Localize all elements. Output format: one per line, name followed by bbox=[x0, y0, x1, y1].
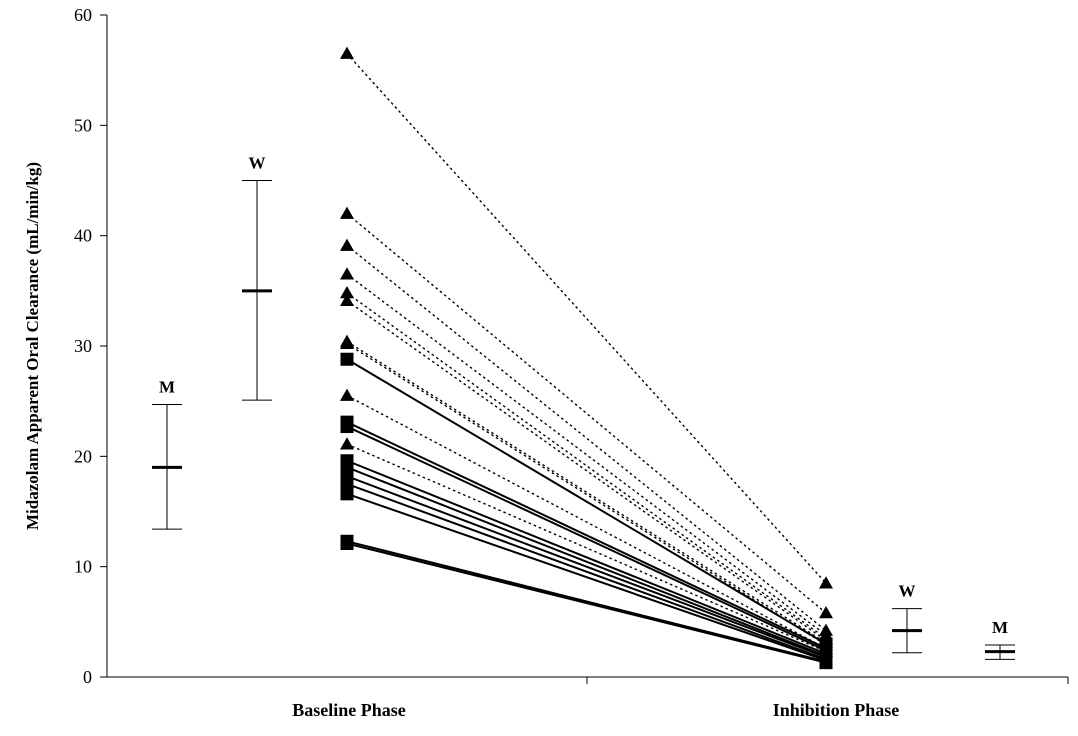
women-triangle-marker bbox=[819, 576, 833, 589]
men-square-marker bbox=[819, 656, 833, 670]
men-square-marker bbox=[340, 420, 354, 434]
men-pair-line bbox=[346, 358, 827, 645]
y-axis-title: Midazolam Apparent Oral Clearance (mL/mi… bbox=[23, 162, 42, 530]
women-triangle-marker bbox=[340, 46, 354, 59]
y-tick-label: 20 bbox=[74, 446, 92, 466]
women-pair-line bbox=[346, 213, 827, 614]
women-triangle-marker bbox=[340, 336, 354, 350]
y-tick-label: 60 bbox=[74, 5, 92, 25]
men-pairs bbox=[346, 358, 827, 664]
women-pair-line bbox=[346, 443, 827, 653]
women-triangle-marker bbox=[340, 267, 354, 280]
women-triangle-marker bbox=[819, 644, 833, 657]
x-category-label-inhibition: Inhibition Phase bbox=[773, 700, 900, 720]
women-pair-line bbox=[346, 273, 827, 636]
women-triangle-marker bbox=[819, 606, 833, 619]
women-triangle-marker bbox=[340, 388, 354, 401]
summary-group-label: W bbox=[249, 154, 266, 173]
women-triangle-marker bbox=[340, 238, 354, 251]
y-tick-label: 0 bbox=[83, 667, 92, 687]
women-triangle-marker bbox=[340, 206, 354, 219]
men-square-marker bbox=[340, 477, 354, 491]
x-category-label-baseline: Baseline Phase bbox=[292, 700, 406, 720]
men-square-marker bbox=[340, 352, 354, 366]
women-pair-line bbox=[346, 292, 827, 639]
y-ticks: 0 10 20 30 40 50 60 bbox=[74, 5, 107, 687]
women-pairs bbox=[346, 53, 827, 653]
summary-errorbars: M W W M bbox=[152, 154, 1015, 660]
y-tick-label: 10 bbox=[74, 557, 92, 577]
women-markers bbox=[340, 46, 833, 657]
men-pair-line bbox=[346, 540, 827, 663]
men-pair-line bbox=[346, 421, 827, 650]
men-square-marker bbox=[340, 487, 354, 501]
women-triangle-marker bbox=[340, 293, 354, 307]
women-pair-line bbox=[346, 300, 827, 642]
summary-group-label: W bbox=[899, 582, 916, 601]
women-pair-line bbox=[346, 343, 827, 646]
axes bbox=[106, 15, 1069, 684]
men-pair-line bbox=[346, 542, 827, 664]
women-pair-line bbox=[346, 395, 827, 649]
y-tick-label: 40 bbox=[74, 226, 92, 246]
men-pair-line bbox=[346, 459, 827, 655]
men-pair-line bbox=[346, 492, 827, 662]
men-square-marker bbox=[340, 536, 354, 550]
y-tick-label: 50 bbox=[74, 115, 92, 135]
women-pair-line bbox=[346, 340, 827, 644]
women-pair-line bbox=[346, 245, 827, 632]
women-triangle-marker bbox=[340, 437, 354, 450]
y-tick-label: 30 bbox=[74, 336, 92, 356]
women-pair-line bbox=[346, 53, 827, 584]
summary-group-label: M bbox=[159, 377, 175, 396]
women-triangle-marker bbox=[340, 286, 354, 299]
men-pair-line bbox=[346, 482, 827, 661]
men-pair-line bbox=[346, 475, 827, 659]
men-pair-line bbox=[346, 466, 827, 657]
summary-group-label: M bbox=[992, 618, 1008, 637]
men-pair-line bbox=[346, 425, 827, 652]
